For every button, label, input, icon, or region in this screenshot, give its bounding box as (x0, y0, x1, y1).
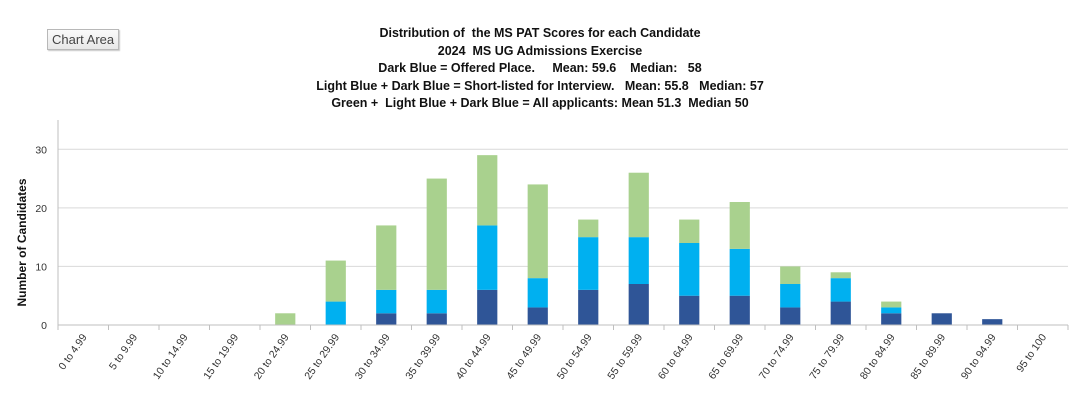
chart-subtitle: 2024 MS UG Admissions Exercise (437, 43, 643, 58)
bar-segment-series-0-55-to-59.99 (628, 284, 649, 325)
gridlines (58, 148, 1068, 267)
bar-segment-series-1-30-to-34.99 (376, 289, 397, 314)
y-axis-title: Number of Candidates (15, 178, 29, 306)
y-tick-label: 10 (35, 261, 47, 273)
x-tick-label: 90 to 94.99 (959, 332, 999, 382)
bar-segment-series-2-35-to-39.99 (426, 178, 447, 290)
bar-segment-series-1-50-to-54.99 (578, 237, 599, 290)
bar-segment-series-2-55-to-59.99 (628, 172, 649, 238)
x-tick-label: 80 to 84.99 (858, 332, 898, 382)
x-tick-label: 5 to 9.99 (107, 332, 140, 372)
x-tick-label: 50 to 54.99 (555, 332, 595, 382)
bar-segment-series-2-30-to-34.99 (376, 225, 397, 290)
bar-segment-series-0-40-to-44.99 (477, 289, 498, 325)
bar-segment-series-2-75-to-79.99 (830, 272, 851, 279)
axes (57, 120, 1069, 330)
x-tick-label: 15 to 19.99 (201, 332, 241, 382)
x-tick-label: 65 to 69.99 (706, 332, 746, 382)
x-tick-label: 0 to 4.99 (56, 332, 89, 372)
bar-segment-series-1-25-to-29.99 (325, 301, 346, 325)
chart-title-block: Distribution of the MS PAT Scores for ea… (200, 25, 880, 113)
bar-segment-series-1-70-to-74.99 (780, 284, 801, 308)
chart-title: Distribution of the MS PAT Scores for ea… (379, 26, 701, 40)
x-tick-label: 55 to 59.99 (605, 332, 645, 382)
bar-segment-series-2-80-to-84.99 (881, 301, 902, 308)
bar-segment-series-2-50-to-54.99 (578, 219, 599, 238)
bar-segment-series-1-80-to-84.99 (881, 307, 902, 314)
bar-segment-series-1-35-to-39.99 (426, 289, 447, 314)
x-tick-label: 45 to 49.99 (504, 332, 544, 382)
x-tick-label: 85 to 89.99 (908, 332, 948, 382)
bar-segment-series-0-75-to-79.99 (830, 301, 851, 325)
bar-segment-series-2-40-to-44.99 (477, 155, 498, 226)
y-tick-label: 20 (35, 203, 47, 215)
bar-segment-series-2-20-to-24.99 (275, 313, 296, 325)
y-tick-labels: 0 10 20 30 (35, 144, 47, 332)
x-tick-label: 35 to 39.99 (403, 332, 443, 382)
bar-segment-series-2-65-to-69.99 (729, 202, 750, 249)
x-tick-labels: 0 to 4.99 5 to 9.99 10 to 14.99 15 to 19.99… (56, 332, 1049, 382)
bar-segment-series-0-50-to-54.99 (578, 289, 599, 325)
bar-segment-series-0-35-to-39.99 (426, 313, 447, 325)
bar-segment-series-0-90-to-94.99 (982, 319, 1003, 325)
bar-segment-series-2-70-to-74.99 (780, 266, 801, 284)
chart-area-label[interactable]: Chart Area (47, 29, 120, 50)
bars (275, 155, 1003, 325)
bar-segment-series-1-60-to-64.99 (679, 243, 700, 296)
chart-note-light-blue: Light Blue + Dark Blue = Short-listed fo… (316, 78, 764, 93)
bar-segment-series-0-30-to-34.99 (376, 313, 397, 325)
x-tick-label: 30 to 34.99 (353, 332, 393, 382)
bar-segment-series-1-65-to-69.99 (729, 248, 750, 296)
bar-segment-series-0-85-to-89.99 (931, 313, 952, 325)
x-tick-label: 40 to 44.99 (454, 332, 494, 382)
bar-segment-series-1-45-to-49.99 (527, 278, 548, 308)
x-tick-label: 10 to 14.99 (151, 332, 191, 382)
bar-segment-series-2-45-to-49.99 (527, 184, 548, 279)
bar-segment-series-1-40-to-44.99 (477, 225, 498, 290)
bar-segment-series-0-80-to-84.99 (881, 313, 902, 325)
x-tick-label: 60 to 64.99 (656, 332, 696, 382)
bar-segment-series-0-65-to-69.99 (729, 295, 750, 325)
y-tick-label: 0 (41, 320, 47, 332)
bar-segment-series-1-55-to-59.99 (628, 237, 649, 284)
bar-segment-series-0-70-to-74.99 (780, 307, 801, 325)
bar-segment-series-0-60-to-64.99 (679, 295, 700, 325)
bar-segment-series-0-45-to-49.99 (527, 307, 548, 325)
bar-segment-series-2-60-to-64.99 (679, 219, 700, 243)
x-tick-label: 70 to 74.99 (757, 332, 797, 382)
x-tick-label: 20 to 24.99 (252, 332, 292, 382)
y-tick-label: 30 (35, 144, 47, 156)
x-tick-label: 75 to 79.99 (807, 332, 847, 382)
x-tick-label: 25 to 29.99 (302, 332, 342, 382)
bar-segment-series-1-75-to-79.99 (830, 278, 851, 302)
x-tick-label: 95 to 100 (1014, 332, 1049, 375)
chart-note-green: Green + Light Blue + Dark Blue = All app… (331, 96, 749, 110)
bar-segment-series-2-25-to-29.99 (325, 260, 346, 302)
chart-note-dark-blue: Dark Blue = Offered Place. Mean: 59.6 Me… (378, 61, 702, 75)
